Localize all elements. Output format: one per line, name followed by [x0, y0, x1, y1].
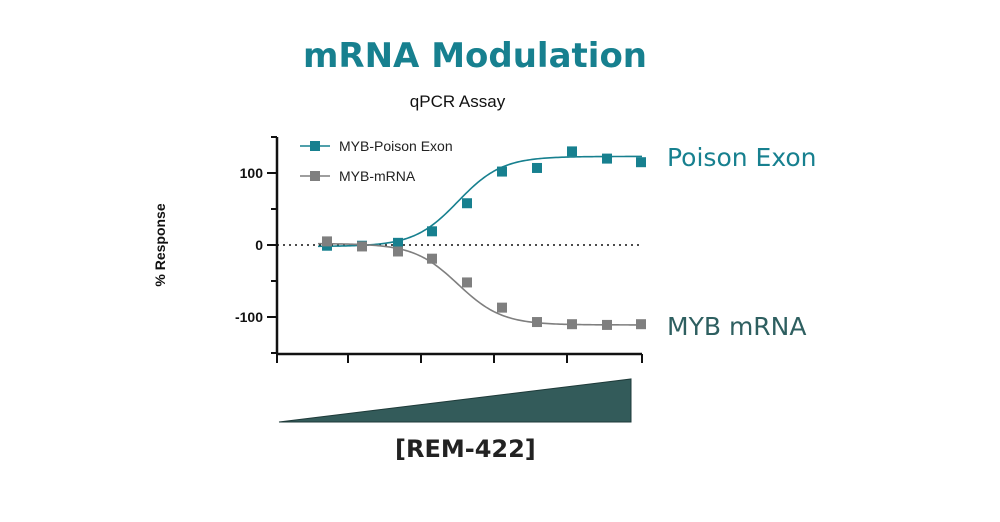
poison-exon-point	[532, 162, 542, 173]
legend-myb-mrna-marker	[310, 171, 320, 181]
myb-mrna-point	[357, 241, 367, 252]
y-tick-label: -100	[235, 309, 263, 325]
myb-mrna-point	[322, 236, 332, 247]
myb-mrna-point	[497, 302, 507, 313]
myb-mrna-point	[532, 317, 542, 328]
poison-exon-end-label: Poison Exon	[667, 143, 817, 172]
myb-mrna-point	[393, 246, 403, 257]
myb-mrna-point	[462, 277, 472, 288]
legend-poison-exon-marker	[310, 141, 320, 151]
y-tick-label: 100	[240, 165, 264, 181]
poison-exon-point	[462, 198, 472, 209]
poison-exon-point	[393, 237, 403, 248]
concentration-wedge	[278, 378, 632, 423]
poison-exon-point	[602, 153, 612, 164]
x-axis-label: [REM-422]	[395, 435, 536, 463]
chart-subtitle: qPCR Assay	[409, 92, 506, 111]
myb-mrna-point	[427, 253, 437, 264]
legend-poison-exon-label: MYB-Poison Exon	[339, 138, 453, 154]
legend-myb-mrna-label: MYB-mRNA	[339, 168, 416, 184]
poison-exon-point	[497, 166, 507, 177]
poison-exon-point	[427, 226, 437, 237]
myb-mrna-point	[636, 319, 646, 330]
myb-mrna-point	[567, 319, 577, 330]
myb-mrna-fit-curve	[317, 242, 642, 326]
poison-exon-point	[636, 157, 646, 168]
myb-mrna-point	[602, 319, 612, 330]
y-tick-label: 0	[255, 237, 263, 253]
chart-title: mRNA Modulation	[302, 36, 648, 76]
poison-exon-point	[567, 146, 577, 157]
myb-mrna-end-label: MYB mRNA	[667, 312, 807, 341]
